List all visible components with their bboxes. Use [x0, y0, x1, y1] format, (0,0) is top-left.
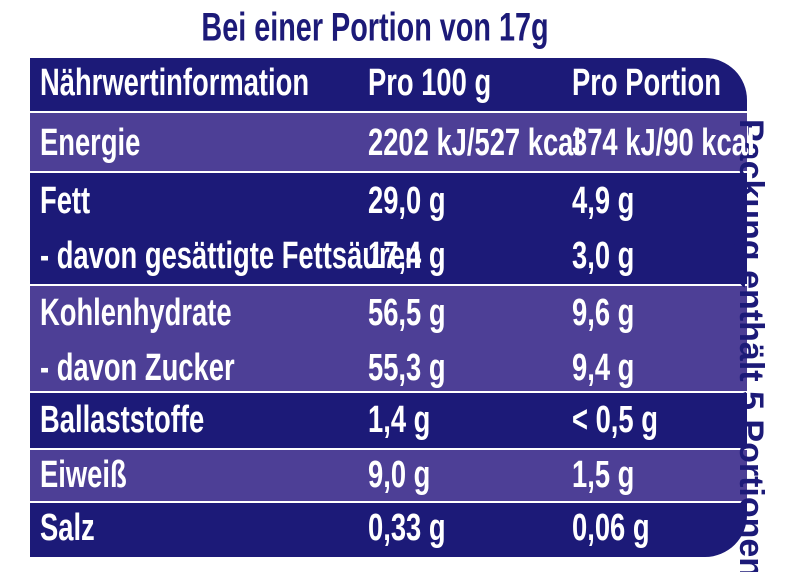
table-cell: 3,0 g [572, 235, 634, 277]
table-cell: Eiweiß [40, 454, 127, 496]
row-separators [30, 111, 747, 503]
table-cell: - davon gesättigte Fettsäuren [40, 235, 422, 277]
table-cell: 29,0 g [368, 180, 446, 222]
band-light [30, 449, 747, 502]
table-cell: 2202 kJ/527 kcal [368, 122, 581, 164]
band-light [30, 285, 747, 392]
table-cell: 4,9 g [572, 180, 634, 222]
table-cell: 1,5 g [572, 454, 634, 496]
table-cell: 9,0 g [368, 454, 430, 496]
table-cell: Energie [40, 122, 140, 164]
header-cell: Pro Portion [572, 62, 721, 104]
table-cell: - davon Zucker [40, 347, 235, 389]
table-cell: 56,5 g [368, 292, 446, 334]
cells: Nährwertinformation Pro 100 g Pro Portion E… [40, 62, 755, 549]
table-cell: < 0,5 g [572, 399, 658, 441]
table-cell: Ballaststoffe [40, 399, 204, 441]
table-cell: Kohlenhydrate [40, 292, 232, 334]
table-cell: 0,06 g [572, 507, 650, 549]
header-cell: Nährwertinformation [40, 62, 309, 104]
title: Bei einer Portion von 17g [201, 5, 548, 50]
table-cell: 374 kJ/90 kcal [572, 122, 755, 164]
table-cell: 9,6 g [572, 292, 634, 334]
table-cell: Salz [40, 507, 95, 549]
table-background [30, 58, 747, 557]
table-cell: 0,33 g [368, 507, 446, 549]
side-note: Packung enthält 5 Portionen. [732, 119, 770, 572]
header-cell: Pro 100 g [368, 62, 491, 104]
table-cell: 55,3 g [368, 347, 446, 389]
table-cell: 17,4 g [368, 235, 446, 277]
table-cell: Fett [40, 180, 90, 222]
table-cell: 1,4 g [368, 399, 430, 441]
table-cell: 9,4 g [572, 347, 634, 389]
band-light [30, 112, 747, 172]
